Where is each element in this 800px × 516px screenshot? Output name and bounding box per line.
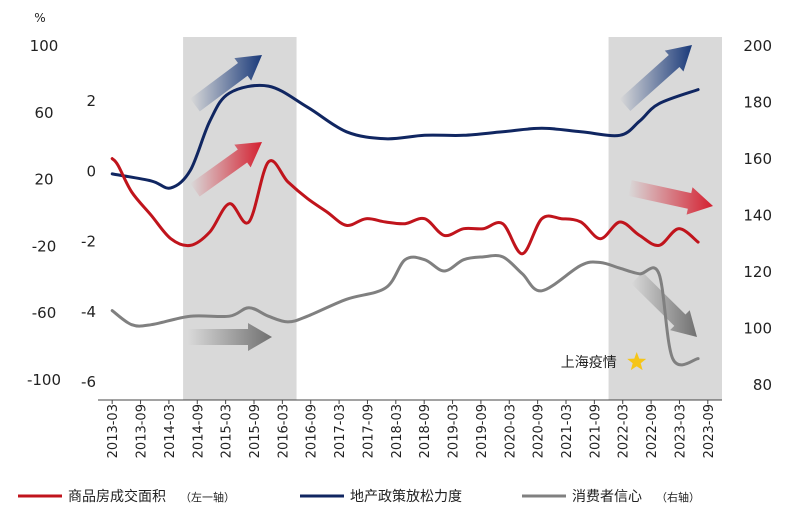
y-tick-left-outer: 100 [30,37,59,55]
x-tick-label: 2020-03 [503,404,518,458]
left-inner-axis: 2 0 -2 -4 -6 [81,92,96,391]
trend-arrow-confidence-flat [188,323,272,351]
y-tick-right: 180 [743,94,772,112]
unit-label: % [34,11,45,25]
y-tick-right: 160 [743,150,772,168]
x-tick-label: 2021-03 [560,404,575,458]
series-line-2 [110,83,700,190]
y-tick-left-inner: 2 [86,92,96,110]
y-tick-right: 140 [743,207,772,225]
x-tick-label: 2013-09 [135,404,150,458]
legend-label-sales: 商品房成交面积 [68,488,166,505]
trend-arrow-sales-up [190,142,262,197]
trend-arrow-policy-up-1 [190,55,262,112]
x-tick-label: 2022-03 [617,404,632,458]
y-tick-left-inner: -2 [81,233,96,251]
series-lines [110,83,700,367]
y-tick-left-inner: 0 [86,162,96,180]
x-tick-label: 2016-03 [276,404,291,458]
y-tick-left-outer: -100 [27,371,61,389]
annotation-text: 上海疫情 [561,355,617,371]
legend-label-confidence: 消费者信心 [572,489,642,505]
annotation-shanghai: 上海疫情 [561,352,647,371]
x-axis: 2013-03 2013-09 2014-03 2014-09 2015-03 2015-… [106,400,717,458]
x-tick-label: 2013-03 [106,404,121,458]
y-tick-right: 80 [753,376,772,394]
y-tick-right: 120 [743,263,772,281]
legend-item-policy: 地产政策放松力度 [300,488,462,505]
x-tick-label: 2017-03 [333,404,348,458]
shaded-period-2 [608,37,722,400]
x-tick-label: 2014-03 [163,404,178,458]
y-tick-left-outer: -20 [32,237,57,255]
x-tick-label: 2021-09 [588,404,603,458]
y-tick-left-outer: 20 [34,171,53,189]
legend-label-policy: 地产政策放松力度 [350,488,462,505]
y-tick-right: 100 [743,320,772,338]
legend-item-confidence: 消费者信心 （右轴） [522,489,700,505]
x-tick-label: 2018-09 [418,404,433,458]
y-tick-left-inner: -4 [81,303,96,321]
y-tick-left-inner: -6 [81,373,96,391]
x-tick-label: 2015-03 [220,404,235,458]
y-tick-left-outer: -60 [32,304,57,322]
x-tick-label: 2017-09 [361,404,376,458]
right-axis: 200 180 160 140 120 100 80 [743,37,772,394]
y-tick-left-outer: 60 [34,104,53,122]
series-line-3 [110,254,700,367]
x-tick-label: 2019-09 [475,404,490,458]
star-icon [627,352,647,371]
x-tick-label: 2020-09 [532,404,547,458]
series-line-1 [110,157,700,256]
x-tick-label: 2023-03 [673,404,688,458]
x-tick-label: 2014-09 [191,404,206,458]
x-tick-label: 2015-09 [248,404,263,458]
trend-arrow-policy-up-2 [619,45,692,111]
trend-arrow-sales-down [628,180,713,215]
x-tick-label: 2023-09 [702,404,717,458]
x-tick-label: 2019-03 [447,404,462,458]
x-tick-label: 2016-09 [305,404,320,458]
legend: 商品房成交面积 （左一轴） 地产政策放松力度 消费者信心 （右轴） [18,488,700,505]
x-tick-label: 2022-09 [645,404,660,458]
legend-suffix-confidence: （右轴） [656,490,700,504]
legend-suffix-sales: （左一轴） [180,490,235,504]
legend-item-sales: 商品房成交面积 （左一轴） [18,488,235,505]
y-tick-right: 200 [743,37,772,55]
x-tick-label: 2018-03 [390,404,405,458]
left-outer-axis: 100 60 20 -20 -60 -100 [27,37,61,389]
